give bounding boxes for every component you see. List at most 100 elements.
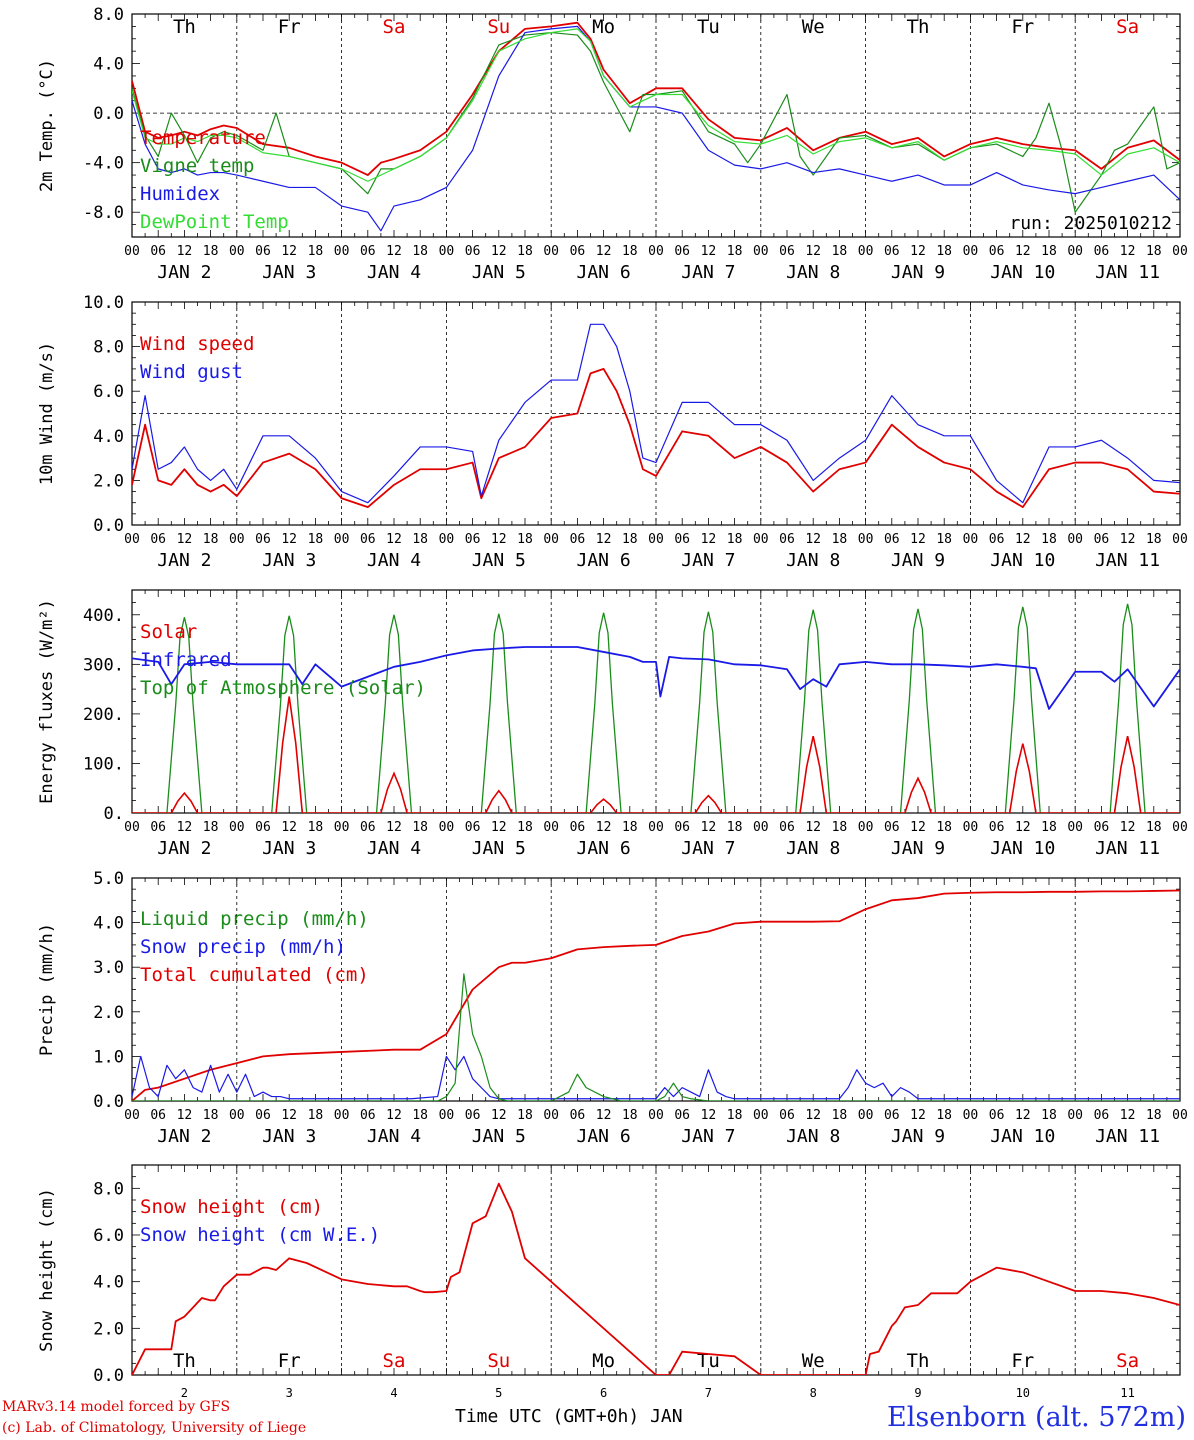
y-tick-label: 10.0 (83, 293, 124, 313)
series-snow-height-cm--line (132, 1182, 1180, 1375)
y-tick-label: 0.0 (93, 1092, 124, 1112)
x-hour-label: 00 (858, 532, 874, 547)
x-day-label: 9 (914, 1386, 921, 1400)
x-hour-label: 12 (805, 532, 821, 547)
x-hour-label: 18 (832, 1108, 848, 1123)
y-tick-label: 0.0 (93, 1366, 124, 1386)
y-tick-label: 400. (83, 606, 124, 626)
x-hour-label: 06 (465, 820, 481, 835)
x-hour-label: 18 (727, 244, 743, 259)
x-hour-label: 18 (308, 820, 324, 835)
station-name: Elsenborn (alt. 572m) (887, 1402, 1186, 1433)
x-hour-label: 06 (779, 1108, 795, 1123)
series-group (132, 1182, 1180, 1375)
x-hour-label: 12 (491, 532, 507, 547)
x-hour-label: 00 (1067, 244, 1083, 259)
x-hour-label: 06 (360, 820, 376, 835)
x-axis-title: Time UTC (GMT+0h) JAN (455, 1406, 683, 1427)
series-toa-solar-line (132, 603, 1180, 813)
y-tick-label: 4.0 (93, 1273, 124, 1293)
x-hour-label: 12 (177, 820, 193, 835)
x-hour-label: 06 (989, 1108, 1005, 1123)
panel-frame (131, 13, 1181, 238)
x-hour-label: 12 (1120, 1108, 1136, 1123)
x-hour-label: 00 (1172, 532, 1188, 547)
x-hour-label: 18 (1146, 1108, 1162, 1123)
x-hour-label: 00 (439, 532, 455, 547)
legend-item: Humidex (140, 183, 220, 205)
x-day-label: 2 (181, 1386, 188, 1400)
x-day-label: JAN 10 (990, 550, 1055, 571)
x-day-label: 4 (390, 1386, 397, 1400)
series-total-cumulated-cm--line (132, 889, 1180, 1101)
x-hour-label: 18 (622, 532, 638, 547)
x-hour-label: 12 (177, 532, 193, 547)
x-hour-label: 12 (910, 820, 926, 835)
x-day-label: JAN 9 (891, 838, 945, 859)
x-hour-label: 06 (255, 820, 271, 835)
x-hour-label: 12 (596, 1108, 612, 1123)
series-wind-gust-line (132, 323, 1180, 504)
series-dewpoint-temp-line (132, 28, 1180, 182)
series-group (132, 323, 1180, 509)
series-group (132, 21, 1180, 232)
x-day-label: JAN 2 (157, 1126, 211, 1147)
x-day-label: JAN 7 (681, 550, 735, 571)
x-day-label: JAN 3 (262, 1126, 316, 1147)
y-axis-label: 2m Temp. (°C) (37, 59, 57, 192)
x-hour-label: 00 (543, 244, 559, 259)
y-tick-label: 200. (83, 705, 124, 725)
x-hour-label: 18 (1146, 244, 1162, 259)
x-hour-label: 12 (491, 820, 507, 835)
x-hour-label: 18 (517, 244, 533, 259)
x-hour-label: 12 (596, 244, 612, 259)
x-day-label: JAN 6 (577, 838, 631, 859)
y-tick-label: 0.0 (93, 516, 124, 536)
x-hour-label: 00 (229, 820, 245, 835)
x-hour-label: 18 (1041, 244, 1057, 259)
x-day-label: JAN 6 (577, 262, 631, 283)
x-hour-label: 06 (150, 820, 166, 835)
x-hour-label: 06 (674, 820, 690, 835)
legend-item: Vigne temp (140, 155, 254, 177)
x-hour-label: 06 (674, 1108, 690, 1123)
x-day-label: 7 (705, 1386, 712, 1400)
x-hour-label: 06 (674, 532, 690, 547)
x-day-label: JAN 5 (472, 262, 526, 283)
x-hour-label: 00 (1067, 820, 1083, 835)
x-hour-label: 18 (936, 1108, 952, 1123)
x-hour-label: 06 (360, 244, 376, 259)
x-hour-label: 06 (1094, 1108, 1110, 1123)
x-hour-label: 06 (779, 244, 795, 259)
x-day-label: 6 (600, 1386, 607, 1400)
x-hour-label: 00 (1067, 1108, 1083, 1123)
x-hour-label: 00 (753, 1108, 769, 1123)
x-hour-label: 12 (491, 1108, 507, 1123)
x-hour-label: 18 (412, 820, 428, 835)
x-hour-label: 12 (1015, 244, 1031, 259)
x-hour-label: 00 (439, 820, 455, 835)
x-hour-label: 12 (910, 244, 926, 259)
x-hour-label: 18 (622, 244, 638, 259)
y-tick-label: -8.0 (83, 203, 124, 223)
x-hour-label: 12 (1120, 820, 1136, 835)
x-hour-label: 18 (203, 532, 219, 547)
x-hour-label: 12 (1015, 820, 1031, 835)
x-day-label: JAN 2 (157, 838, 211, 859)
legend-item: Solar (140, 621, 197, 643)
weekday-label: Fr (278, 1350, 301, 1372)
y-tick-label: 8.0 (93, 1179, 124, 1199)
x-hour-label: 12 (1015, 1108, 1031, 1123)
x-hour-label: 12 (281, 532, 297, 547)
weekday-label: Sa (1116, 1350, 1139, 1372)
x-hour-label: 12 (281, 244, 297, 259)
series-snow-precip-mm-h--line (132, 1055, 1180, 1100)
series-solar-line (132, 696, 1180, 813)
series-infrared-line (132, 646, 1180, 710)
legend-item: Snow height (cm) (140, 1196, 323, 1218)
x-hour-label: 18 (517, 532, 533, 547)
x-hour-label: 18 (832, 532, 848, 547)
x-hour-label: 06 (989, 820, 1005, 835)
legend-item: DewPoint Temp (140, 211, 289, 233)
